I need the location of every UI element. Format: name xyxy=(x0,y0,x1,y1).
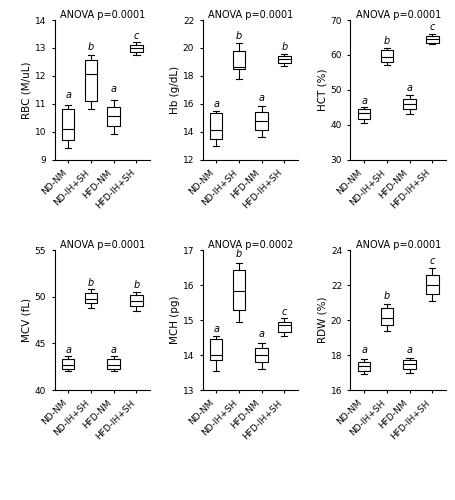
Text: a: a xyxy=(65,90,71,100)
Title: ANOVA p=0.0001: ANOVA p=0.0001 xyxy=(355,10,441,20)
PathPatch shape xyxy=(210,113,222,138)
PathPatch shape xyxy=(278,56,291,62)
PathPatch shape xyxy=(426,36,439,43)
PathPatch shape xyxy=(403,98,416,109)
Text: c: c xyxy=(282,306,287,316)
PathPatch shape xyxy=(358,109,370,120)
PathPatch shape xyxy=(233,270,245,310)
Text: a: a xyxy=(65,344,71,354)
Title: ANOVA p=0.0001: ANOVA p=0.0001 xyxy=(60,240,145,250)
Text: a: a xyxy=(258,330,265,340)
Text: c: c xyxy=(430,256,435,266)
Text: a: a xyxy=(406,345,413,355)
Title: ANOVA p=0.0001: ANOVA p=0.0001 xyxy=(60,10,145,20)
Y-axis label: Hb (g/dL): Hb (g/dL) xyxy=(170,66,180,114)
Text: a: a xyxy=(213,98,219,108)
PathPatch shape xyxy=(210,340,222,360)
Y-axis label: MCH (pg): MCH (pg) xyxy=(170,296,180,344)
Text: a: a xyxy=(111,344,116,354)
Text: c: c xyxy=(430,22,435,32)
Text: b: b xyxy=(133,280,140,290)
Text: b: b xyxy=(88,278,94,287)
Y-axis label: MCV (fL): MCV (fL) xyxy=(22,298,32,343)
Text: a: a xyxy=(361,96,367,106)
Text: a: a xyxy=(258,93,265,103)
Text: b: b xyxy=(384,291,390,301)
Title: ANOVA p=0.0002: ANOVA p=0.0002 xyxy=(207,240,293,250)
PathPatch shape xyxy=(380,50,393,62)
PathPatch shape xyxy=(358,362,370,371)
Title: ANOVA p=0.0001: ANOVA p=0.0001 xyxy=(355,240,441,250)
PathPatch shape xyxy=(233,50,245,69)
Text: b: b xyxy=(236,31,242,41)
PathPatch shape xyxy=(62,110,75,140)
Y-axis label: RDW (%): RDW (%) xyxy=(318,297,328,344)
PathPatch shape xyxy=(107,360,120,368)
Text: a: a xyxy=(213,324,219,334)
PathPatch shape xyxy=(130,295,143,306)
PathPatch shape xyxy=(380,308,393,326)
Text: c: c xyxy=(134,31,139,41)
Text: a: a xyxy=(111,84,116,94)
PathPatch shape xyxy=(403,360,416,369)
Title: ANOVA p=0.0001: ANOVA p=0.0001 xyxy=(207,10,293,20)
PathPatch shape xyxy=(426,275,439,294)
PathPatch shape xyxy=(85,60,97,101)
PathPatch shape xyxy=(62,360,75,368)
PathPatch shape xyxy=(255,112,268,130)
Text: b: b xyxy=(88,42,94,52)
PathPatch shape xyxy=(130,45,143,52)
PathPatch shape xyxy=(278,322,291,332)
Text: a: a xyxy=(406,84,413,94)
Text: b: b xyxy=(384,36,390,46)
Y-axis label: RBC (M/uL): RBC (M/uL) xyxy=(22,61,32,118)
PathPatch shape xyxy=(85,293,97,304)
Text: b: b xyxy=(236,249,242,259)
Text: a: a xyxy=(361,345,367,355)
PathPatch shape xyxy=(255,348,268,362)
Y-axis label: HCT (%): HCT (%) xyxy=(318,68,328,111)
PathPatch shape xyxy=(107,106,120,126)
Text: b: b xyxy=(281,42,288,52)
